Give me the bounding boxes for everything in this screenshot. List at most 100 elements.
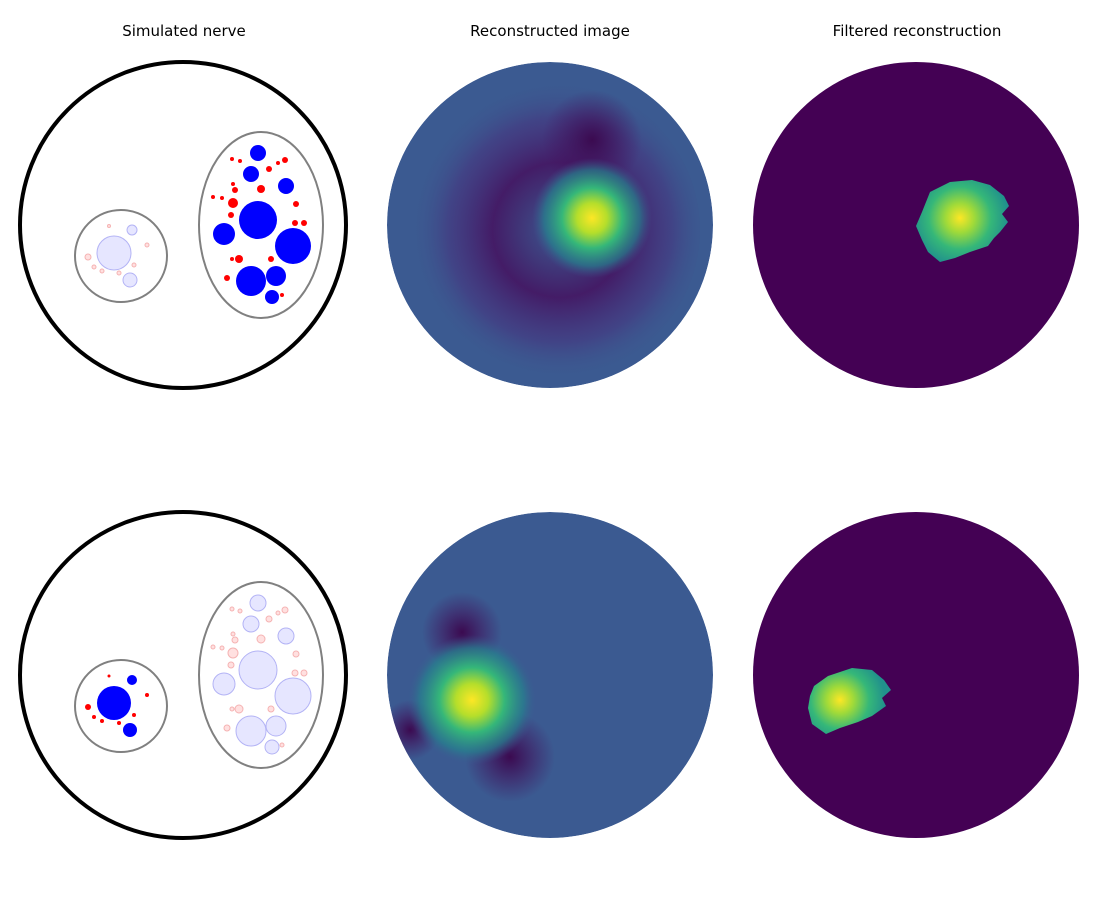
small-fibre <box>107 224 111 228</box>
fascicle-right <box>198 131 324 319</box>
small-fibre <box>99 268 105 274</box>
small-fibre <box>144 242 150 248</box>
fibres-left-fascicle <box>84 224 150 288</box>
large-fibre <box>213 223 235 245</box>
small-fibre <box>92 715 96 719</box>
fibres-left-fascicle <box>85 674 149 737</box>
small-fibre <box>145 693 149 697</box>
small-fibre <box>220 196 224 200</box>
small-fibre <box>230 631 236 637</box>
fibres-right-fascicle <box>211 145 311 304</box>
small-fibre <box>210 644 216 650</box>
small-fibre <box>231 636 239 644</box>
filtered-reconstruction-row-2 <box>753 512 1079 838</box>
title-simulated-nerve: Simulated nerve <box>122 22 246 40</box>
small-fibre <box>107 674 111 678</box>
large-fibre <box>266 266 286 286</box>
small-fibre <box>257 185 265 193</box>
large-fibre <box>277 627 295 645</box>
simulated-nerve-row-1 <box>18 60 348 390</box>
small-fibre <box>292 220 298 226</box>
small-fibre <box>131 262 137 268</box>
simulated-nerve-row-2 <box>18 510 348 840</box>
small-fibre <box>230 257 234 261</box>
small-fibre <box>84 253 92 261</box>
small-fibre <box>117 721 121 725</box>
large-fibre <box>212 672 236 696</box>
large-fibre <box>243 166 259 182</box>
large-fibre <box>97 686 131 720</box>
title-filtered-reconstruction: Filtered reconstruction <box>832 22 1002 40</box>
large-fibre <box>127 675 137 685</box>
fascicle-left <box>74 209 168 303</box>
reconstructed-image-row-1 <box>387 62 713 388</box>
small-fibre <box>224 275 230 281</box>
activation-blob <box>808 668 891 734</box>
small-fibre <box>228 212 234 218</box>
small-fibre <box>300 669 308 677</box>
title-reconstructed-image: Reconstructed image <box>470 22 630 40</box>
large-fibre <box>265 715 287 737</box>
large-fibre <box>238 650 278 690</box>
small-fibre <box>223 724 231 732</box>
small-fibre <box>228 198 238 208</box>
small-fibre <box>238 159 242 163</box>
small-fibre <box>276 161 280 165</box>
small-fibre <box>268 256 274 262</box>
large-fibre <box>96 235 132 271</box>
small-fibre <box>211 195 215 199</box>
small-fibre <box>230 157 234 161</box>
small-fibre <box>235 255 243 263</box>
filtered-reconstruction-row-1 <box>753 62 1079 388</box>
small-fibre <box>292 650 300 658</box>
large-fibre <box>236 266 266 296</box>
small-fibre <box>293 201 299 207</box>
small-fibre <box>266 166 272 172</box>
large-fibre <box>126 224 138 236</box>
small-fibre <box>275 610 281 616</box>
small-fibre <box>91 264 97 270</box>
small-fibre <box>282 157 288 163</box>
small-fibre <box>256 634 266 644</box>
reconstructed-image-row-2 <box>387 512 713 838</box>
small-fibre <box>281 606 289 614</box>
fibres-right-fascicle <box>210 594 312 755</box>
large-fibre <box>122 272 138 288</box>
large-fibre <box>235 715 267 747</box>
large-fibre <box>249 594 267 612</box>
small-fibre <box>227 661 235 669</box>
small-fibre <box>280 293 284 297</box>
small-fibre <box>229 706 235 712</box>
small-fibre <box>132 713 136 717</box>
fascicle-right <box>198 581 324 769</box>
activation-blob <box>916 180 1009 262</box>
small-fibre <box>237 608 243 614</box>
small-fibre <box>301 220 307 226</box>
small-fibre <box>265 615 273 623</box>
small-fibre <box>291 669 299 677</box>
large-fibre <box>242 615 260 633</box>
small-fibre <box>219 645 225 651</box>
small-fibre <box>279 742 285 748</box>
large-fibre <box>275 228 311 264</box>
large-fibre <box>123 723 137 737</box>
small-fibre <box>234 704 244 714</box>
small-fibre <box>231 182 235 186</box>
large-fibre <box>265 290 279 304</box>
small-fibre <box>229 606 235 612</box>
large-fibre <box>278 178 294 194</box>
large-fibre <box>274 677 312 715</box>
small-fibre <box>227 647 239 659</box>
large-fibre <box>239 201 277 239</box>
small-fibre <box>116 270 122 276</box>
small-fibre <box>267 705 275 713</box>
nerve-boundary <box>18 510 348 840</box>
fascicle-left <box>74 659 168 753</box>
small-fibre <box>100 719 104 723</box>
large-fibre <box>250 145 266 161</box>
small-fibre <box>85 704 91 710</box>
small-fibre <box>232 187 238 193</box>
large-fibre <box>264 739 280 755</box>
nerve-boundary <box>18 60 348 390</box>
